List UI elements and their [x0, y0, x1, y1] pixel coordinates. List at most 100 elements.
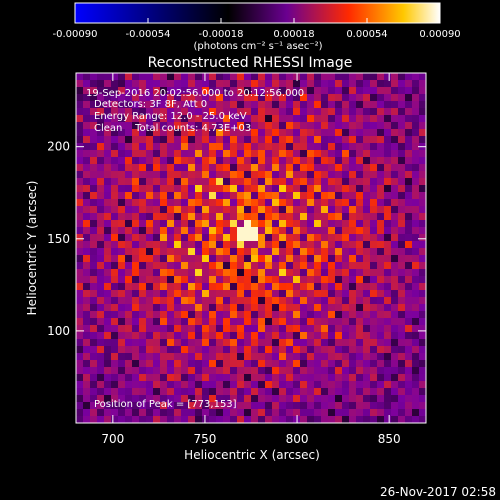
heatmap-cell — [342, 213, 350, 221]
heatmap-cell — [349, 332, 357, 340]
heatmap-cell — [167, 122, 175, 130]
heatmap-cell — [272, 395, 280, 403]
heatmap-cell — [286, 164, 294, 172]
heatmap-cell — [384, 129, 392, 137]
heatmap-cell — [398, 409, 406, 417]
heatmap-cell — [251, 94, 259, 102]
heatmap-cell — [419, 192, 427, 200]
heatmap-cell — [398, 150, 406, 158]
heatmap-cell — [111, 262, 119, 270]
heatmap-cell — [251, 318, 259, 326]
heatmap-cell — [321, 185, 329, 193]
heatmap-cell — [216, 395, 224, 403]
heatmap-cell — [202, 297, 210, 305]
heatmap-cell — [377, 129, 385, 137]
heatmap-cell — [279, 367, 287, 375]
heatmap-cell — [251, 115, 259, 123]
heatmap-cell — [132, 101, 140, 109]
heatmap-cell — [307, 150, 315, 158]
heatmap-cell — [90, 416, 98, 424]
heatmap-cell — [181, 206, 189, 214]
heatmap-cell — [251, 206, 259, 214]
heatmap-cell — [237, 227, 245, 235]
heatmap-cell — [321, 199, 329, 207]
heatmap-cell — [174, 94, 182, 102]
heatmap-cell — [111, 290, 119, 298]
heatmap-cell — [293, 255, 301, 263]
heatmap-cell — [405, 381, 413, 389]
heatmap-cell — [307, 248, 315, 256]
heatmap-cell — [272, 157, 280, 165]
heatmap-cell — [125, 129, 133, 137]
heatmap-cell — [314, 164, 322, 172]
heatmap-cell — [76, 129, 84, 137]
heatmap-cell — [216, 157, 224, 165]
heatmap-cell — [125, 94, 133, 102]
heatmap-cell — [104, 213, 112, 221]
heatmap-cell — [272, 402, 280, 410]
heatmap-cell — [244, 136, 252, 144]
heatmap-cell — [314, 269, 322, 277]
heatmap-cell — [104, 290, 112, 298]
heatmap-cell — [363, 143, 371, 151]
heatmap-cell — [188, 115, 196, 123]
heatmap-cell — [286, 388, 294, 396]
heatmap-cell — [405, 395, 413, 403]
heatmap-cell — [293, 409, 301, 417]
heatmap-cell — [153, 178, 161, 186]
heatmap-cell — [90, 122, 98, 130]
heatmap-cell — [412, 311, 420, 319]
heatmap-cell — [349, 220, 357, 228]
heatmap-cell — [216, 101, 224, 109]
heatmap-cell — [300, 220, 308, 228]
heatmap-cell — [286, 101, 294, 109]
heatmap-cell — [188, 143, 196, 151]
heatmap-cell — [83, 206, 91, 214]
heatmap-cell — [195, 150, 203, 158]
heatmap-cell — [230, 297, 238, 305]
heatmap-cell — [83, 283, 91, 291]
heatmap-cell — [363, 94, 371, 102]
heatmap-cell — [272, 360, 280, 368]
heatmap-cell — [363, 276, 371, 284]
heatmap-cell — [363, 325, 371, 333]
heatmap-cell — [230, 143, 238, 151]
heatmap-cell — [188, 262, 196, 270]
heatmap-cell — [384, 164, 392, 172]
heatmap-cell — [90, 220, 98, 228]
heatmap-cell — [174, 87, 182, 95]
heatmap-cell — [342, 395, 350, 403]
heatmap-cell — [279, 213, 287, 221]
heatmap-cell — [265, 402, 273, 410]
heatmap-cell — [391, 283, 399, 291]
heatmap-cell — [405, 101, 413, 109]
heatmap-cell — [146, 255, 154, 263]
heatmap-cell — [279, 87, 287, 95]
heatmap-cell — [265, 339, 273, 347]
heatmap-cell — [223, 150, 231, 158]
heatmap-cell — [146, 73, 154, 81]
heatmap-cell — [272, 178, 280, 186]
heatmap-cell — [83, 325, 91, 333]
heatmap-cell — [356, 192, 364, 200]
heatmap-cell — [363, 402, 371, 410]
heatmap-cell — [104, 220, 112, 228]
heatmap-cell — [363, 213, 371, 221]
heatmap-cell — [370, 325, 378, 333]
heatmap-cell — [307, 129, 315, 137]
heatmap-cell — [174, 164, 182, 172]
heatmap-cell — [104, 416, 112, 424]
heatmap-cell — [321, 262, 329, 270]
heatmap-cell — [83, 332, 91, 340]
heatmap-cell — [188, 367, 196, 375]
heatmap-cell — [356, 164, 364, 172]
heatmap-cell — [314, 318, 322, 326]
heatmap-cell — [370, 339, 378, 347]
heatmap-cell — [174, 157, 182, 165]
heatmap-cell — [209, 346, 217, 354]
heatmap-cell — [230, 150, 238, 158]
heatmap-cell — [356, 185, 364, 193]
heatmap-cell — [335, 129, 343, 137]
heatmap-cell — [223, 381, 231, 389]
heatmap-cell — [293, 388, 301, 396]
